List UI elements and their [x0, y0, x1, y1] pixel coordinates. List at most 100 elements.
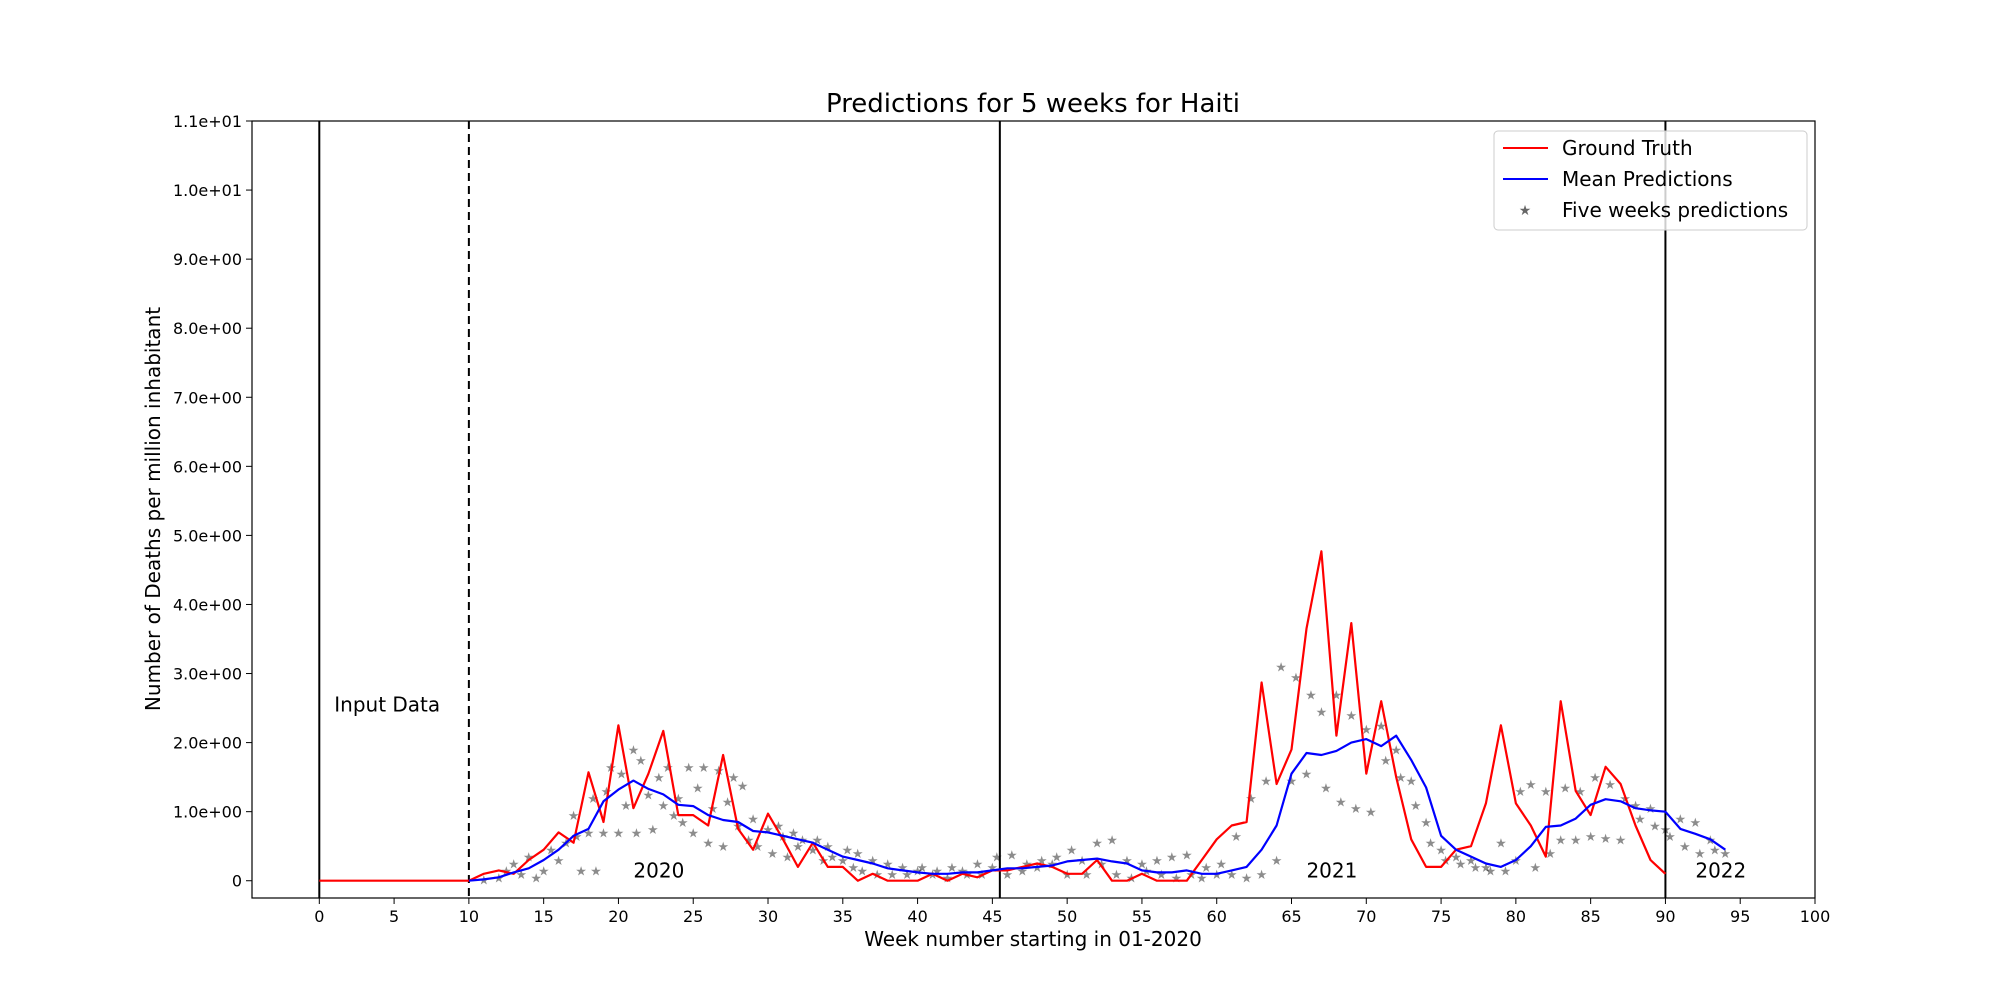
- x-tick-label: 85: [1580, 907, 1600, 926]
- prediction-point: ★: [1574, 785, 1586, 800]
- x-tick-label: 15: [533, 907, 553, 926]
- prediction-point: ★: [1245, 792, 1257, 807]
- prediction-point: ★: [1301, 768, 1313, 783]
- prediction-point: ★: [1286, 775, 1298, 790]
- prediction-point: ★: [1275, 661, 1287, 676]
- prediction-point: ★: [916, 861, 928, 876]
- prediction-point: ★: [841, 844, 853, 859]
- prediction-point: ★: [1365, 806, 1377, 821]
- prediction-point: ★: [1375, 719, 1387, 734]
- prediction-point: ★: [530, 871, 542, 886]
- prediction-point: ★: [852, 847, 864, 862]
- y-tick-label: 1.0e+01: [173, 181, 242, 200]
- prediction-point: ★: [1675, 813, 1687, 828]
- prediction-point: ★: [538, 864, 550, 879]
- plot-frame: [251, 120, 1816, 899]
- prediction-point: ★: [1111, 868, 1123, 883]
- prediction-point: ★: [515, 868, 527, 883]
- prediction-point: ★: [508, 857, 520, 872]
- prediction-point: ★: [1480, 861, 1492, 876]
- prediction-point: ★: [1241, 871, 1253, 886]
- y-tick-label: 5.0e+00: [173, 526, 242, 545]
- y-axis: 0 1.0e+00 2.0e+00 3.0e+00 4.0e+00 5.0e+00 6.0e…: [173, 112, 252, 891]
- prediction-point: ★: [1006, 848, 1018, 863]
- prediction-point: ★: [1450, 851, 1462, 866]
- x-tick-label: 30: [758, 907, 778, 926]
- chart-annotation: 2020: [633, 858, 684, 882]
- prediction-point: ★: [698, 761, 710, 776]
- prediction-point: ★: [1320, 781, 1332, 796]
- prediction-point: ★: [1136, 857, 1148, 872]
- prediction-point: ★: [635, 754, 647, 769]
- prediction-point: ★: [590, 864, 602, 879]
- prediction-point: ★: [1510, 854, 1522, 869]
- prediction-point: ★: [897, 861, 909, 876]
- x-tick-label: 35: [833, 907, 853, 926]
- x-tick-label: 55: [1132, 907, 1152, 926]
- prediction-point: ★: [901, 868, 913, 883]
- prediction-point: ★: [1465, 854, 1477, 869]
- x-tick-label: 20: [608, 907, 628, 926]
- prediction-point: ★: [677, 816, 689, 831]
- prediction-point: ★: [1615, 833, 1627, 848]
- prediction-point: ★: [1226, 868, 1238, 883]
- prediction-point: ★: [575, 864, 587, 879]
- prediction-point: ★: [1331, 688, 1343, 703]
- prediction-point: ★: [752, 840, 764, 855]
- prediction-point: ★: [987, 861, 999, 876]
- x-tick-label: 10: [459, 907, 479, 926]
- prediction-point: ★: [1211, 868, 1223, 883]
- x-tick-label: 50: [1057, 907, 1077, 926]
- x-tick-label: 0: [314, 907, 324, 926]
- prediction-point: ★: [1305, 688, 1317, 703]
- prediction-point: ★: [1346, 709, 1358, 724]
- prediction-point: ★: [812, 833, 824, 848]
- mean-predictions-line: [468, 734, 1726, 882]
- prediction-point: ★: [1036, 854, 1048, 869]
- prediction-point: ★: [672, 792, 684, 807]
- prediction-point: ★: [1420, 816, 1432, 831]
- x-tick-label: 100: [1800, 907, 1831, 926]
- prediction-point: ★: [847, 861, 859, 876]
- prediction-point: ★: [1410, 799, 1422, 814]
- prediction-point: ★: [788, 826, 800, 841]
- x-tick-label: 5: [389, 907, 399, 926]
- prediction-point: ★: [1589, 771, 1601, 786]
- prediction-point: ★: [1335, 795, 1347, 810]
- y-tick-label: 7.0e+00: [173, 388, 242, 407]
- x-axis-title: Week number starting in 01-2020: [864, 927, 1202, 951]
- prediction-point: ★: [1360, 723, 1372, 738]
- annotations: Input Data 2020 2021 2022: [334, 693, 1746, 883]
- prediction-point: ★: [856, 864, 868, 879]
- series-lines: [319, 550, 1726, 882]
- prediction-point: ★: [1031, 861, 1043, 876]
- prediction-point: ★: [1316, 706, 1328, 721]
- plot-area: [252, 121, 1815, 898]
- x-tick-label: 70: [1356, 907, 1376, 926]
- chart-annotation: 2021: [1306, 858, 1357, 882]
- prediction-point: ★: [1435, 844, 1447, 859]
- legend-label-mean-predictions: Mean Predictions: [1562, 167, 1733, 191]
- prediction-point: ★: [717, 840, 729, 855]
- legend: Ground Truth Mean Predictions ★ Five wee…: [1493, 130, 1808, 231]
- prediction-point: ★: [687, 826, 699, 841]
- prediction-point: ★: [478, 873, 490, 888]
- vertical-markers: [318, 121, 1667, 898]
- x-tick-label: 65: [1281, 907, 1301, 926]
- prediction-point: ★: [743, 833, 755, 848]
- prediction-point: ★: [683, 761, 695, 776]
- legend-label-ground-truth: Ground Truth: [1562, 136, 1693, 160]
- prediction-point: ★: [707, 802, 719, 817]
- prediction-point: ★: [653, 771, 665, 786]
- prediction-point: ★: [1156, 868, 1168, 883]
- prediction-point: ★: [583, 826, 595, 841]
- prediction-point: ★: [553, 854, 565, 869]
- prediction-point: ★: [1256, 868, 1268, 883]
- prediction-point: ★: [1001, 868, 1013, 883]
- prediction-point: ★: [1455, 857, 1467, 872]
- x-tick-label: 80: [1506, 907, 1526, 926]
- prediction-point: ★: [1091, 837, 1103, 852]
- prediction-point: ★: [598, 826, 610, 841]
- prediction-point: ★: [1066, 844, 1078, 859]
- prediction-point: ★: [792, 840, 804, 855]
